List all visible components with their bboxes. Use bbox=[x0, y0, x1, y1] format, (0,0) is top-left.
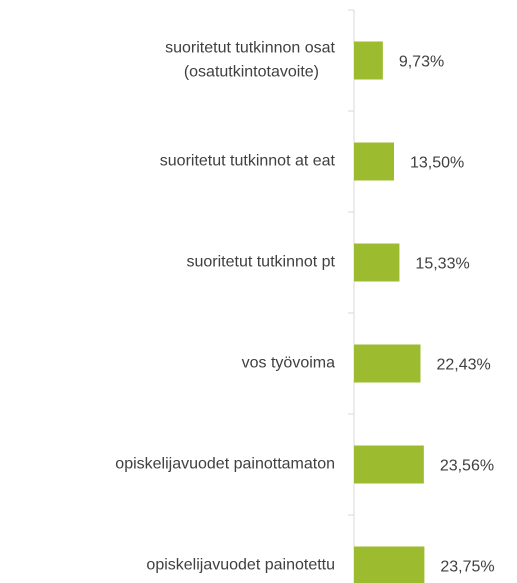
category-label: opiskelijavuodet painottamaton bbox=[115, 456, 335, 473]
category-label: opiskelijavuodet painotettu bbox=[146, 557, 335, 574]
value-label: 9,73% bbox=[399, 54, 444, 71]
value-label: 23,75% bbox=[440, 559, 494, 576]
value-label: 22,43% bbox=[436, 357, 490, 374]
value-label: 13,50% bbox=[410, 155, 464, 172]
bar bbox=[354, 546, 425, 583]
value-label: 23,56% bbox=[440, 458, 494, 475]
value-label: 15,33% bbox=[415, 256, 469, 273]
bar bbox=[354, 344, 421, 383]
bar bbox=[354, 243, 400, 282]
bar bbox=[354, 41, 383, 80]
category-label: vos työvoima bbox=[242, 355, 335, 372]
category-label: suoritetut tutkinnot at eat bbox=[160, 153, 336, 170]
category-label: suoritetut tutkinnon osat (osatutkintotav… bbox=[165, 40, 335, 81]
bar bbox=[354, 142, 395, 181]
category-label: suoritetut tutkinnot pt bbox=[186, 254, 335, 271]
bar bbox=[354, 445, 424, 484]
